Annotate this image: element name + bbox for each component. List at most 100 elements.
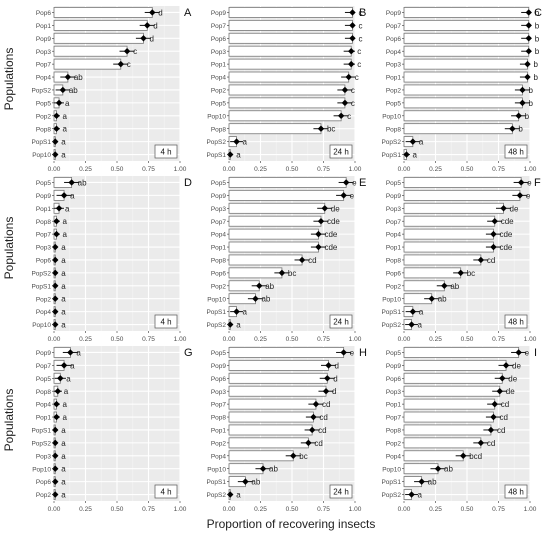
data-point bbox=[509, 125, 516, 132]
significance-letter: cde bbox=[499, 230, 512, 239]
significance-letter: a bbox=[65, 204, 70, 213]
data-point bbox=[317, 125, 325, 132]
y-tick-label: Pop8 bbox=[386, 258, 402, 265]
time-label-box bbox=[154, 144, 178, 159]
significance-letter: de bbox=[506, 387, 515, 396]
significance-letter: e bbox=[352, 178, 357, 187]
x-tick-label: 0.25 bbox=[429, 336, 442, 343]
time-label: 24 h bbox=[333, 488, 349, 497]
significance-letter: de bbox=[510, 204, 519, 213]
y-tick-label: Pop2 bbox=[211, 283, 227, 290]
data-point bbox=[59, 86, 67, 94]
bar bbox=[403, 424, 492, 436]
y-tick-label: Pop6 bbox=[386, 36, 402, 43]
y-tick-label: Pop9 bbox=[211, 193, 227, 200]
significance-letter: b bbox=[518, 125, 523, 134]
time-label-box bbox=[329, 314, 353, 329]
significance-letter: b bbox=[535, 34, 540, 43]
bar bbox=[403, 32, 530, 44]
x-tick-label: 0.00 bbox=[48, 166, 61, 173]
y-tick-label: Pop6 bbox=[36, 10, 52, 17]
significance-letter: c bbox=[358, 8, 362, 17]
x-tick-label: 1.00 bbox=[524, 166, 537, 173]
y-tick-label: PopS1 bbox=[206, 479, 226, 486]
y-tick-label: Pop9 bbox=[386, 10, 402, 17]
significance-letter: a bbox=[61, 282, 66, 291]
y-tick-label: Pop3 bbox=[36, 49, 52, 56]
y-tick-label: Pop5 bbox=[36, 376, 52, 383]
y-tick-label: Pop7 bbox=[36, 232, 52, 239]
y-tick-label: Pop6 bbox=[36, 479, 52, 486]
time-label-box bbox=[504, 484, 528, 499]
significance-letter: a bbox=[419, 308, 424, 317]
significance-letter: a bbox=[61, 439, 66, 448]
panel-C: b Pop9 b Pop7 b Pop6 b Pop4 b Pop3 b Pop1 b Pop2 b Pop5… bbox=[381, 6, 542, 173]
bar bbox=[403, 202, 504, 214]
x-tick-label: 0.75 bbox=[492, 336, 505, 343]
significance-letter: d bbox=[332, 387, 336, 396]
y-tick-label: PopS2 bbox=[206, 139, 226, 146]
y-tick-label: Pop10 bbox=[382, 113, 401, 120]
bar bbox=[228, 450, 294, 462]
data-point bbox=[312, 400, 320, 408]
data-point bbox=[53, 400, 60, 408]
data-point bbox=[457, 269, 464, 277]
significance-letter: a bbox=[63, 125, 68, 134]
data-point bbox=[52, 269, 59, 277]
data-point bbox=[409, 308, 417, 315]
x-tick-label: 1.00 bbox=[349, 506, 362, 513]
data-point bbox=[525, 22, 532, 29]
bar bbox=[403, 437, 482, 449]
y-tick-label: Pop1 bbox=[36, 206, 52, 213]
data-point bbox=[324, 375, 331, 382]
bar bbox=[228, 202, 326, 214]
significance-letter: b bbox=[535, 47, 540, 56]
data-point bbox=[496, 388, 503, 395]
panel-G: a Pop9 a Pop7 a Pop5 a Pop8 a Pop4 a Pop1 a PopS1 a Pop… bbox=[31, 346, 193, 513]
data-point bbox=[519, 86, 526, 94]
data-point bbox=[298, 256, 306, 264]
significance-letter: a bbox=[70, 191, 75, 200]
time-label-box bbox=[329, 484, 353, 499]
data-point bbox=[519, 99, 526, 107]
bar bbox=[228, 123, 322, 135]
bar bbox=[403, 254, 482, 266]
significance-letter: a bbox=[61, 243, 66, 252]
significance-letter: c bbox=[351, 86, 355, 95]
significance-letter: a bbox=[65, 99, 70, 108]
y-tick-label: Pop3 bbox=[386, 62, 402, 69]
significance-letter: cd bbox=[499, 413, 507, 422]
y-tick-label: Pop3 bbox=[36, 453, 52, 460]
y-tick-label: Pop8 bbox=[386, 428, 402, 435]
panel-letter: B bbox=[359, 7, 366, 19]
x-tick-label: 0.75 bbox=[142, 166, 155, 173]
panel-B: c Pop9 c Pop7 c Pop6 c Pop3 c Pop1 c Pop4 c Pop2 c Pop5… bbox=[206, 6, 366, 173]
significance-letter: a bbox=[61, 308, 66, 317]
significance-letter: bc bbox=[467, 269, 475, 278]
data-point bbox=[337, 112, 345, 119]
bar bbox=[228, 110, 342, 122]
significance-letter: cd bbox=[308, 256, 316, 265]
data-point bbox=[227, 321, 234, 328]
x-tick-label: 0.25 bbox=[79, 336, 92, 343]
data-point bbox=[233, 308, 240, 315]
significance-letter: d bbox=[158, 8, 162, 17]
x-tick-label: 0.00 bbox=[48, 506, 61, 513]
y-tick-label: PopS1 bbox=[31, 139, 51, 146]
data-point bbox=[227, 151, 234, 158]
data-point bbox=[256, 282, 263, 289]
significance-letter: a bbox=[61, 491, 66, 500]
panel-letter: G bbox=[184, 347, 193, 359]
panel-letter: I bbox=[534, 347, 537, 359]
panel-I: e Pop5 de Pop9 de Pop6 de Pop3 cd Pop1 cd Pop7 cd Pop… bbox=[381, 346, 537, 513]
significance-letter: a bbox=[243, 308, 248, 317]
data-point bbox=[515, 349, 522, 356]
bar bbox=[228, 424, 313, 436]
data-point bbox=[60, 192, 68, 199]
y-tick-label: Pop10 bbox=[32, 466, 51, 473]
time-label: 48 h bbox=[508, 488, 524, 497]
significance-letter: b bbox=[535, 8, 540, 17]
y-tick-label: Pop7 bbox=[36, 363, 52, 370]
y-tick-label: Pop2 bbox=[36, 113, 52, 120]
